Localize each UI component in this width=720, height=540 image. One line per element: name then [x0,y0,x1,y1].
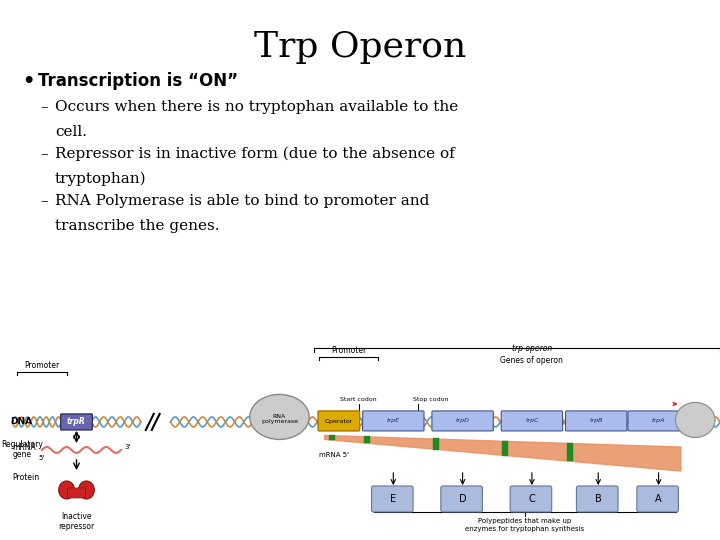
FancyBboxPatch shape [441,486,482,512]
FancyBboxPatch shape [577,486,618,512]
Text: Operator: Operator [325,420,353,424]
FancyBboxPatch shape [510,486,552,512]
FancyBboxPatch shape [628,411,689,431]
Text: B: B [595,494,602,504]
Text: transcribe the genes.: transcribe the genes. [55,219,220,233]
Text: Occurs when there is no tryptophan available to the: Occurs when there is no tryptophan avail… [55,100,458,114]
Text: –: – [40,147,48,161]
Text: C: C [528,494,535,504]
Text: Stop codon: Stop codon [413,397,449,402]
Ellipse shape [250,394,309,440]
Text: mRNA: mRNA [12,443,36,453]
Text: Regulatory
gene: Regulatory gene [1,440,43,460]
Text: Inactive
repressor: Inactive repressor [58,512,94,531]
Ellipse shape [78,481,94,499]
Text: mRNA 5': mRNA 5' [319,452,349,458]
Text: 3': 3' [124,444,130,450]
Text: 5': 5' [39,455,45,461]
Text: trp operon: trp operon [512,344,552,353]
Text: •: • [22,72,35,91]
FancyBboxPatch shape [318,411,360,431]
Text: DNA: DNA [10,417,32,427]
Text: Protein: Protein [12,474,40,482]
FancyBboxPatch shape [432,411,493,431]
FancyBboxPatch shape [363,411,424,431]
Text: –: – [40,194,48,208]
Text: Transcription is “ON”: Transcription is “ON” [38,72,238,90]
Text: Polypeptides that make up
enzymes for tryptophan synthesis: Polypeptides that make up enzymes for tr… [465,518,585,532]
Text: trpE: trpE [387,418,400,423]
FancyBboxPatch shape [60,414,92,430]
Text: RNA
polymerase: RNA polymerase [261,414,298,424]
Text: trpD: trpD [456,418,469,423]
Text: RNA Polymerase is able to bind to promoter and: RNA Polymerase is able to bind to promot… [55,194,429,208]
Text: trpA: trpA [652,418,665,423]
Text: E: E [390,494,397,504]
Text: Trp Operon: Trp Operon [254,30,466,64]
Text: cell.: cell. [55,125,87,139]
Text: trpR: trpR [67,417,86,427]
FancyBboxPatch shape [68,488,86,498]
Text: Start codon: Start codon [341,397,377,402]
Text: Genes of operon: Genes of operon [500,356,563,365]
Text: Repressor is in inactive form (due to the absence of: Repressor is in inactive form (due to th… [55,147,455,161]
Text: tryptophan): tryptophan) [55,172,147,186]
Ellipse shape [58,481,75,499]
Ellipse shape [675,402,715,437]
Text: –: – [40,100,48,114]
FancyBboxPatch shape [501,411,562,431]
FancyBboxPatch shape [566,411,627,431]
Text: D: D [459,494,467,504]
Text: Promoter: Promoter [24,361,60,370]
Text: trpC: trpC [525,418,539,423]
Text: A: A [655,494,662,504]
FancyBboxPatch shape [372,486,413,512]
Text: Promoter: Promoter [331,346,366,355]
Text: trpB: trpB [590,418,603,423]
FancyBboxPatch shape [637,486,678,512]
